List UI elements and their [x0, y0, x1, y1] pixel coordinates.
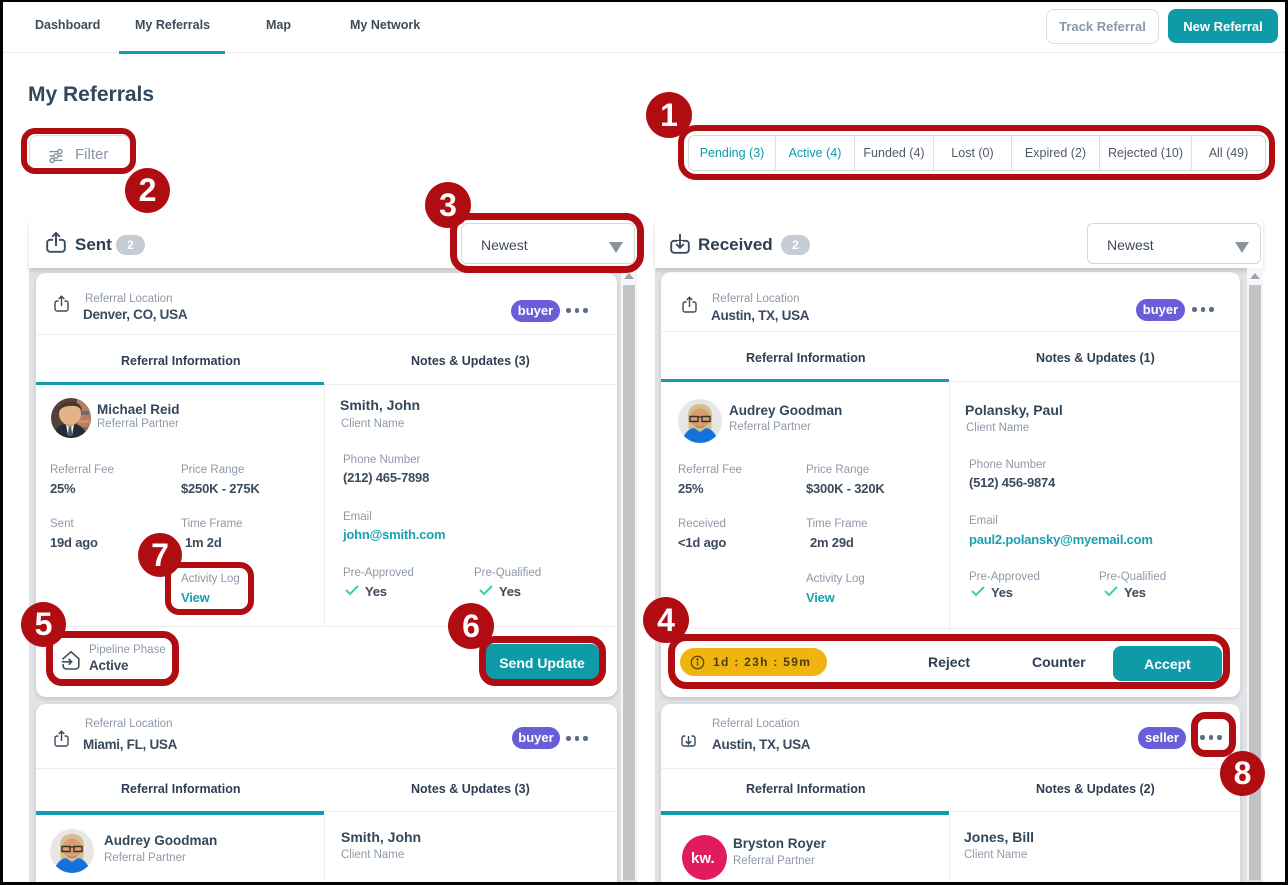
- svg-text:kw.: kw.: [691, 850, 715, 867]
